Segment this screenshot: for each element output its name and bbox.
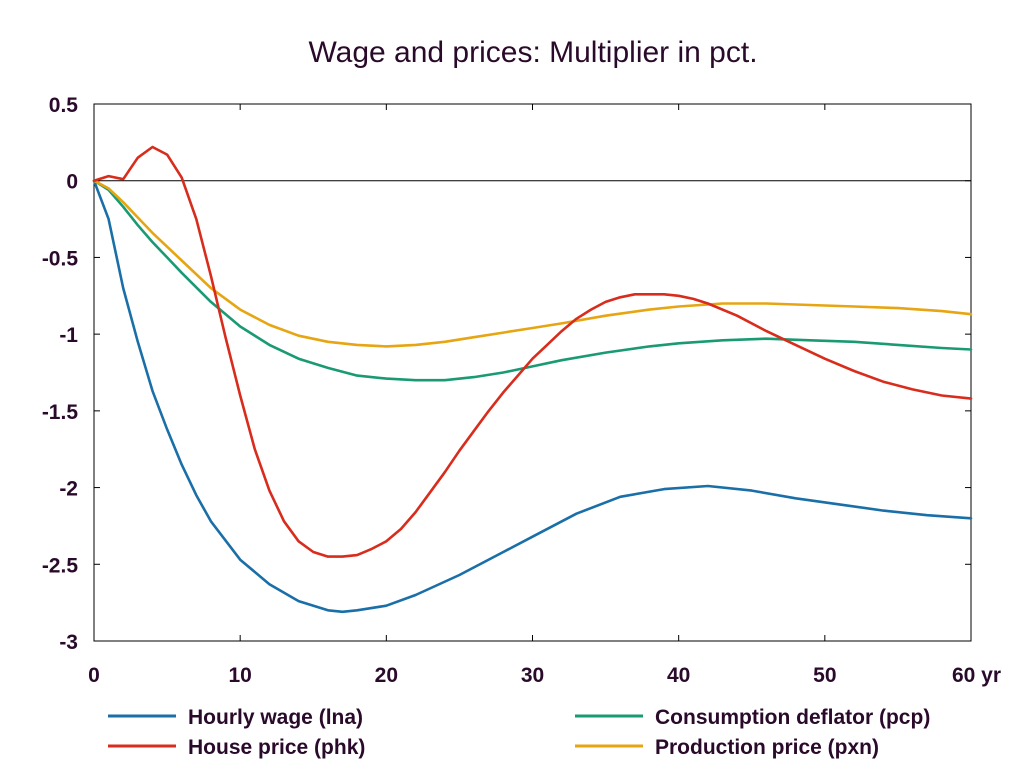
series-line-hourly-wage-lna <box>92 179 973 614</box>
chart-title: Wage and prices: Multiplier in pct. <box>308 36 757 69</box>
y-tick-label: 0.5 <box>49 94 79 117</box>
series-line-production-price-pxn <box>92 179 973 348</box>
legend-item-hourly-wage-lna: Hourly wage (lna) <box>108 706 363 729</box>
y-tick-label: 0 <box>66 171 78 194</box>
y-tick-label: -2 <box>59 478 78 501</box>
plot-frame <box>93 103 972 642</box>
y-tick-label: -1.5 <box>42 401 79 424</box>
x-tick-label: 20 <box>375 664 398 687</box>
legend-label: Hourly wage (lna) <box>188 706 363 729</box>
series-line-consumption-deflator-pcp <box>92 179 973 382</box>
legend-label: Consumption deflator (pcp) <box>655 706 930 729</box>
series-line-house-price-phk <box>92 145 973 558</box>
y-tick-label: -1 <box>59 324 78 347</box>
axes: 0.5 0 -0.5 -1 -1.5 -2 -2.5 -3 0 10 20 30 40 50 60 yr <box>42 94 1001 687</box>
y-tick-label: -3 <box>59 631 78 654</box>
legend-label: Production price (pxn) <box>655 736 879 759</box>
legend-item-consumption-deflator-pcp: Consumption deflator (pcp) <box>575 706 930 729</box>
x-tick-label: 10 <box>228 664 251 687</box>
x-tick-label: 30 <box>521 664 544 687</box>
y-tick-label: -2.5 <box>42 554 79 577</box>
x-tick-label: 40 <box>667 664 690 687</box>
x-tick-label: 0 <box>88 664 100 687</box>
x-tick-label: 60 yr <box>952 664 1001 687</box>
legend-item-production-price-pxn: Production price (pxn) <box>575 736 879 759</box>
legend-label: House price (phk) <box>188 736 365 759</box>
legend-item-house-price-phk: House price (phk) <box>108 736 365 759</box>
y-tick-label: -0.5 <box>42 247 79 270</box>
legend: Hourly wage (lna) Consumption deflator (p… <box>108 706 930 759</box>
series-layer <box>92 145 973 614</box>
x-tick-label: 50 <box>813 664 836 687</box>
